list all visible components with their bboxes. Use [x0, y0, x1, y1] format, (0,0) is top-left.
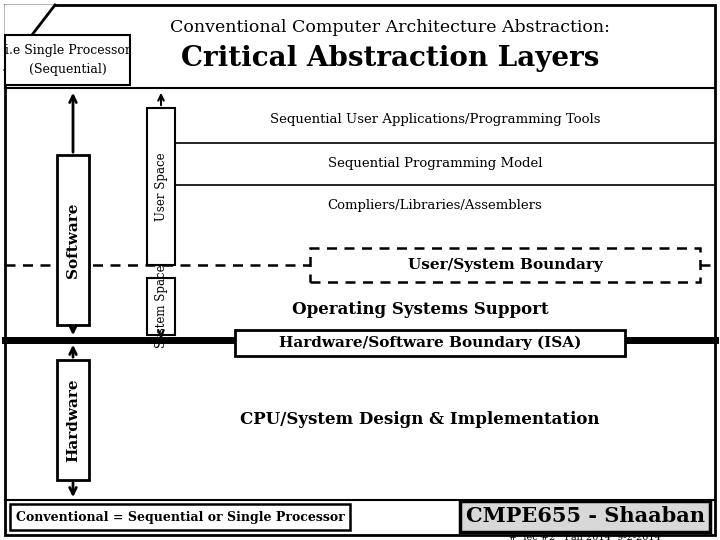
Text: Hardware/Software Boundary (ISA): Hardware/Software Boundary (ISA): [279, 336, 581, 350]
Bar: [10, 504, 350, 530]
Text: Sequential Programming Model: Sequential Programming Model: [328, 157, 542, 170]
Bar: [57, 360, 89, 480]
Bar: [310, 248, 700, 282]
Bar: [57, 155, 89, 325]
Text: Conventional Computer Architecture Abstraction:: Conventional Computer Architecture Abstr…: [170, 19, 610, 37]
Text: User/System Boundary: User/System Boundary: [408, 258, 603, 272]
Text: i.e Single Processor
(Sequential): i.e Single Processor (Sequential): [4, 44, 130, 76]
Text: Conventional = Sequential or Single Processor: Conventional = Sequential or Single Proc…: [16, 510, 344, 523]
Bar: [235, 330, 625, 356]
Text: System Space: System Space: [155, 265, 168, 348]
Polygon shape: [5, 5, 55, 70]
Bar: [147, 278, 175, 335]
Text: #  lec #2   Fall 2014  9-2-2014: # lec #2 Fall 2014 9-2-2014: [509, 534, 661, 540]
Text: Operating Systems Support: Operating Systems Support: [292, 301, 549, 319]
Text: Compliers/Libraries/Assemblers: Compliers/Libraries/Assemblers: [328, 199, 542, 212]
Text: Sequential User Applications/Programming Tools: Sequential User Applications/Programming…: [270, 113, 600, 126]
Bar: [5, 35, 130, 85]
Text: Critical Abstraction Layers: Critical Abstraction Layers: [181, 44, 599, 71]
Text: Software: Software: [66, 202, 80, 278]
Bar: [147, 108, 175, 265]
Text: CMPE655 - Shaaban: CMPE655 - Shaaban: [466, 507, 704, 526]
Bar: [460, 501, 710, 532]
Text: CPU/System Design & Implementation: CPU/System Design & Implementation: [240, 411, 600, 429]
Text: User Space: User Space: [155, 152, 168, 221]
Text: Hardware: Hardware: [66, 378, 80, 462]
